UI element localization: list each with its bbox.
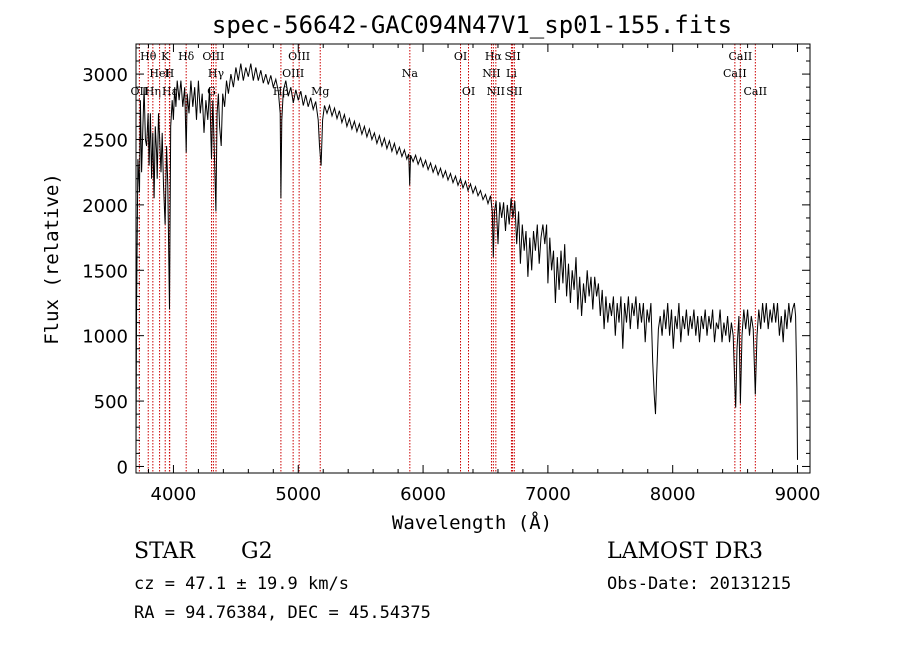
marker-label: OIII [282, 67, 304, 80]
redshift-text: cz = 47.1 ± 19.9 km/s [134, 574, 349, 594]
y-tick-label: 1500 [82, 261, 128, 282]
y-axis-label: Flux (relative) [41, 173, 63, 345]
y-tick-label: 1000 [82, 327, 128, 348]
marker-label: CaII [729, 50, 753, 63]
marker-label: Hθ [140, 50, 157, 63]
marker-label: Li [506, 67, 517, 80]
marker-label: OIII [288, 50, 310, 63]
marker-label: HeI [149, 67, 169, 80]
y-axis-ticks: 0 500 1000 1500 2000 2500 3000 [82, 47, 810, 478]
marker-label: SII [504, 50, 520, 63]
marker-label: G [207, 85, 216, 98]
y-tick-label: 2000 [82, 196, 128, 217]
marker-label: H [165, 67, 175, 80]
spectrum-line [135, 63, 798, 460]
marker-label: Hε [162, 85, 178, 98]
obs-date: Obs-Date: 20131215 [607, 574, 792, 594]
marker-label: NII [487, 85, 505, 98]
x-tick-label: 9000 [775, 484, 821, 505]
x-tick-label: 8000 [650, 484, 696, 505]
marker-label: SII [506, 85, 522, 98]
x-tick-label: 6000 [400, 484, 446, 505]
y-tick-label: 3000 [82, 65, 128, 86]
x-tick-label: 5000 [275, 484, 321, 505]
x-tick-label: 4000 [151, 484, 197, 505]
y-tick-label: 0 [117, 457, 128, 478]
plot-frame [135, 43, 811, 474]
marker-label: Hα [485, 50, 503, 63]
x-tick-label: 7000 [525, 484, 571, 505]
marker-label: Hβ [273, 85, 289, 98]
marker-label: OI [454, 50, 467, 63]
y-tick-label: 500 [94, 392, 128, 413]
marker-label: CaII [743, 85, 767, 98]
y-tick-label: 2500 [82, 130, 128, 151]
marker-label: Hδ [178, 50, 195, 63]
marker-label: OIII [202, 50, 224, 63]
marker-label: Mg [311, 85, 329, 98]
marker-label: Hγ [208, 67, 225, 80]
marker-label: NII [482, 67, 500, 80]
chart-title: spec-56642-GAC094N47V1_sp01-155.fits [212, 11, 732, 39]
marker-label: OI [462, 85, 475, 98]
survey-name: LAMOST DR3 [607, 539, 763, 564]
marker-label: CaII [723, 67, 747, 80]
x-axis-label: Wavelength (Å) [392, 511, 552, 534]
x-axis-ticks: 4000 5000 6000 7000 8000 9000 [147, 44, 821, 505]
object-class: STAR [134, 539, 195, 564]
marker-label: K [161, 50, 170, 63]
coordinates-text: RA = 94.76384, DEC = 45.54375 [134, 603, 431, 623]
marker-label: Hη [145, 85, 161, 98]
marker-label: Na [402, 67, 419, 80]
object-subclass: G2 [241, 539, 273, 564]
